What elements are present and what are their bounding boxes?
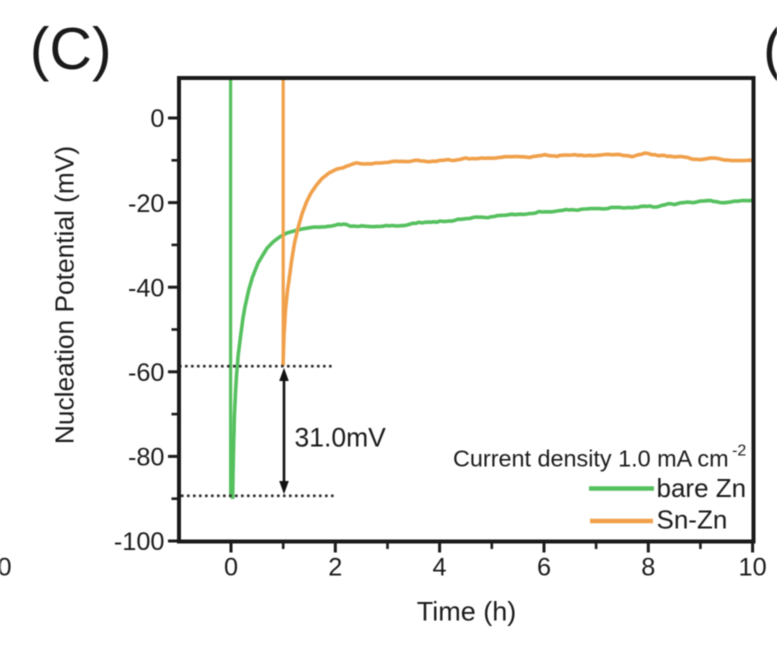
svg-text:-60: -60 <box>128 359 165 387</box>
svg-text:0: 0 <box>150 105 164 133</box>
svg-text:31.0mV: 31.0mV <box>295 423 387 453</box>
svg-text:0: 0 <box>224 554 238 582</box>
svg-text:Nucleation Potential (mV): Nucleation Potential (mV) <box>50 146 80 444</box>
svg-text:-40: -40 <box>128 274 165 302</box>
svg-text:Time (h): Time (h) <box>417 597 517 627</box>
svg-text:bare Zn: bare Zn <box>657 473 747 503</box>
svg-text:-20: -20 <box>128 190 165 218</box>
svg-text:6: 6 <box>537 554 551 582</box>
svg-text:10: 10 <box>739 554 767 582</box>
svg-text:(D: (D <box>763 16 777 82</box>
svg-text:-80: -80 <box>128 444 165 472</box>
svg-text:4: 4 <box>433 554 447 582</box>
svg-text:0: 0 <box>0 554 12 582</box>
svg-text:(C): (C) <box>30 16 112 82</box>
svg-text:-100: -100 <box>114 528 165 556</box>
svg-text:Sn-Zn: Sn-Zn <box>657 505 728 535</box>
svg-text:Current density 1.0 mA cm-2: Current density 1.0 mA cm -2 <box>453 443 746 472</box>
svg-text:2: 2 <box>328 554 342 582</box>
svg-text:8: 8 <box>641 554 655 582</box>
